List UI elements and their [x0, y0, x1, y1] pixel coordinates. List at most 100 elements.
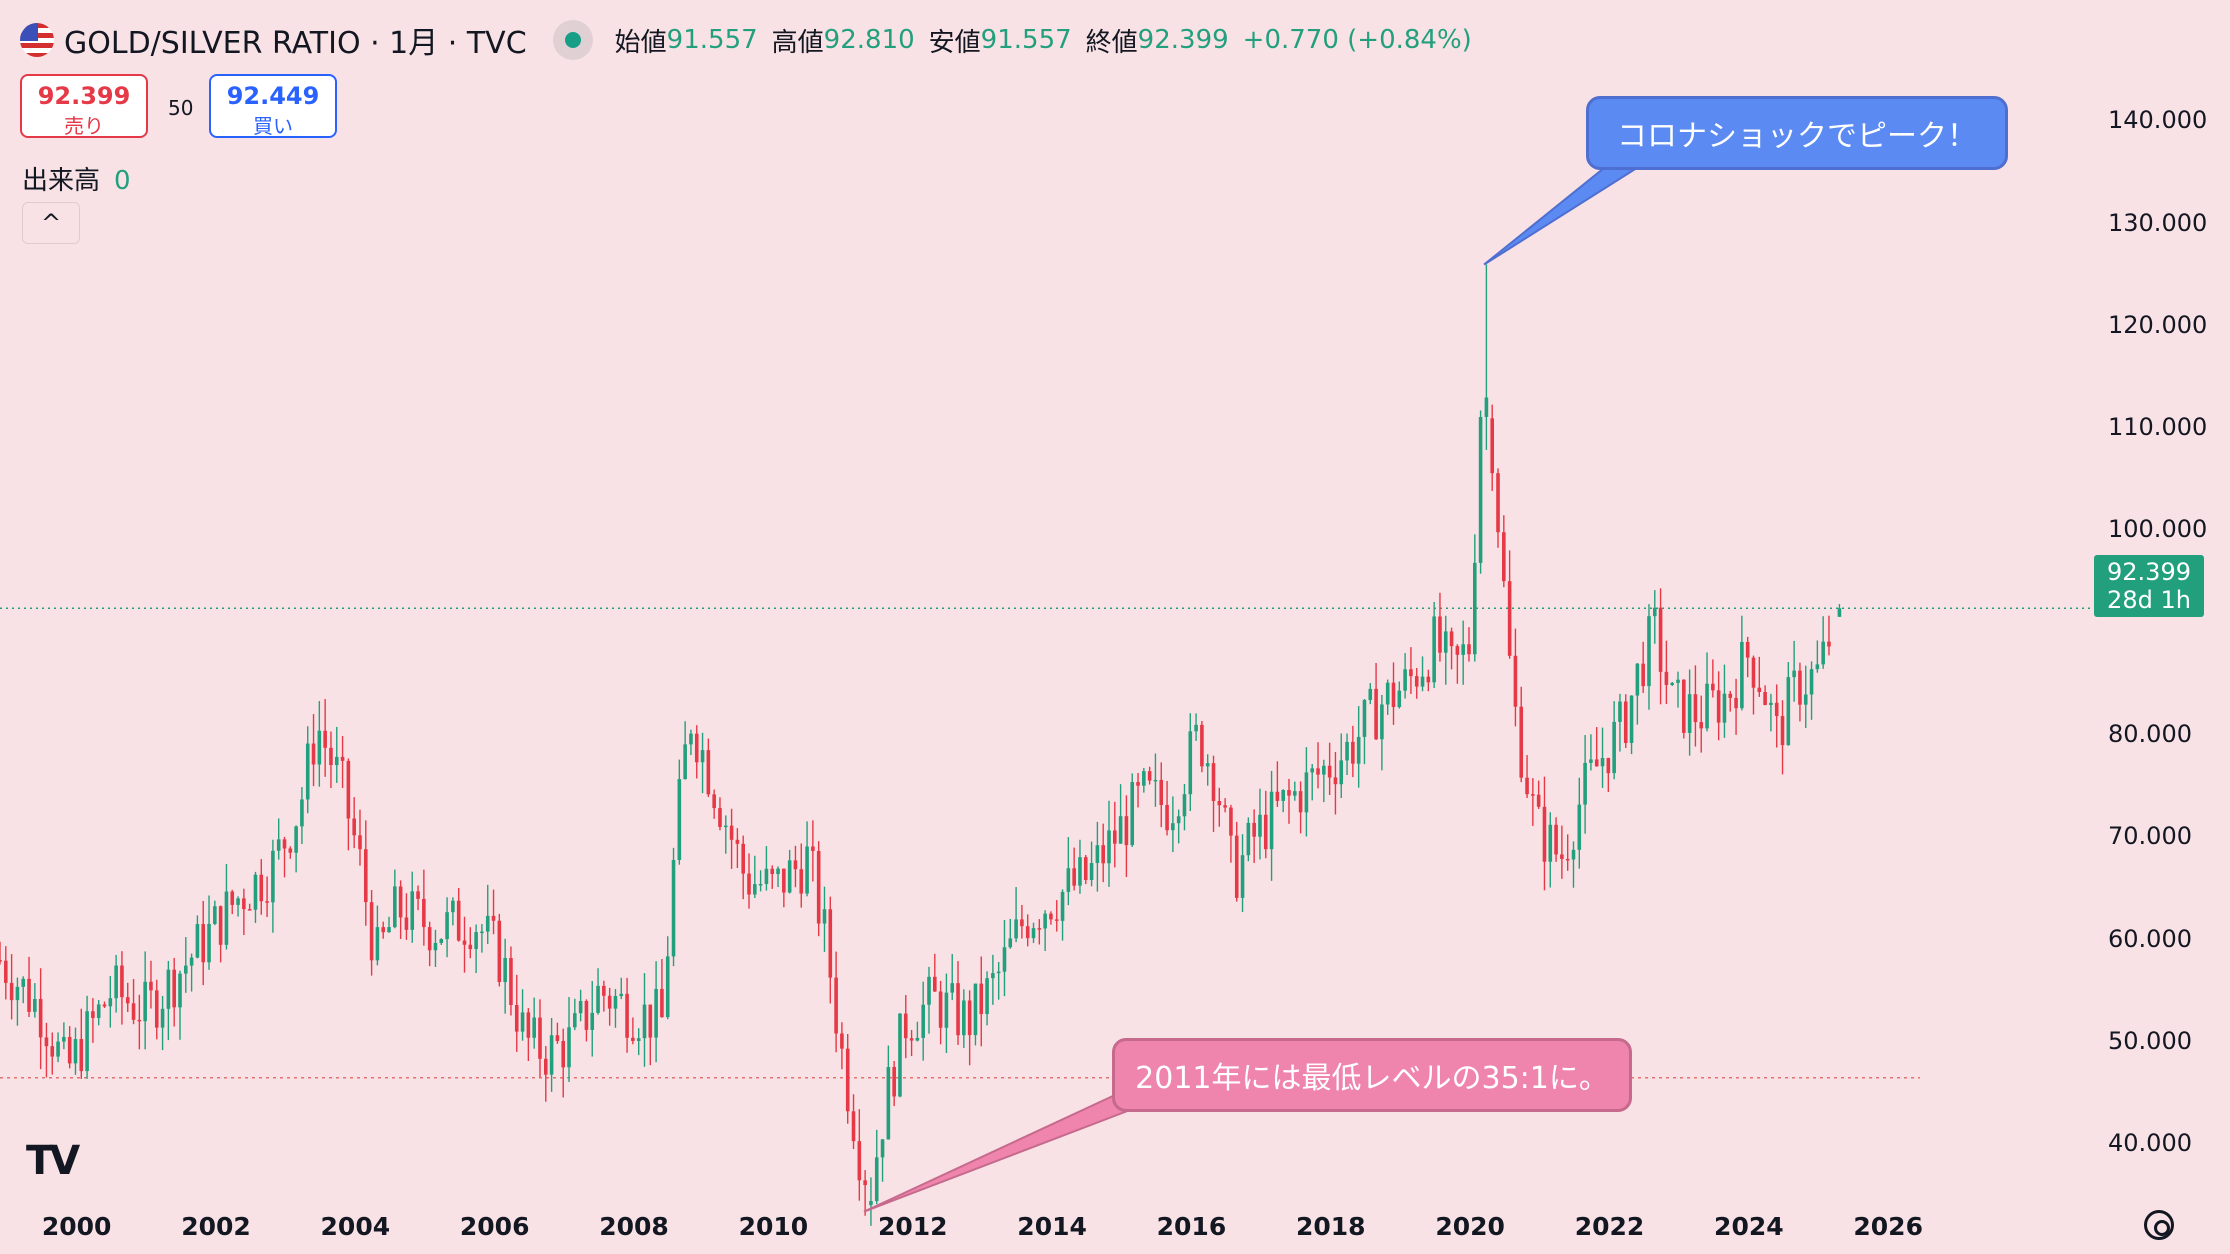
candle-body	[1635, 663, 1640, 696]
volume-indicator[interactable]: 出来高 0	[22, 160, 131, 197]
candle-body	[381, 927, 386, 933]
candle-body	[404, 917, 409, 930]
close-label: 終値	[1085, 27, 1138, 58]
candle-body	[770, 868, 775, 875]
candle-body	[1693, 694, 1698, 723]
candle-body	[1455, 646, 1460, 655]
candle-body	[1571, 849, 1576, 860]
candle-body	[1263, 814, 1268, 850]
candle-body	[1496, 473, 1500, 533]
candle-body	[189, 957, 194, 966]
candle-body	[15, 986, 20, 1001]
candle-body	[1188, 731, 1193, 795]
tradingview-logo[interactable]: TV	[26, 1138, 80, 1184]
current-price-label: 92.399 28d 1h	[2094, 555, 2204, 617]
open-label: 始値	[614, 27, 667, 58]
candle-body	[526, 1012, 531, 1038]
candle-body	[1438, 616, 1442, 653]
sell-button[interactable]: 92.399 売り	[20, 74, 148, 138]
low-annotation[interactable]: 2011年には最低レベルの35:1に。	[1112, 1038, 1632, 1112]
candle-body	[468, 944, 473, 950]
candle-body	[1449, 631, 1454, 647]
candle-body	[201, 924, 206, 963]
candle-body	[758, 884, 763, 886]
candle-body	[753, 884, 757, 895]
candle-body	[300, 799, 304, 827]
candle-body	[224, 891, 229, 945]
candle-body	[160, 1008, 165, 1028]
candle-body	[741, 843, 746, 874]
settings-gear-icon[interactable]	[2144, 1210, 2174, 1240]
candle-body	[166, 969, 171, 1009]
candle-body	[1292, 791, 1297, 796]
candle-body	[700, 750, 705, 763]
candle-body	[265, 901, 269, 903]
candle-body	[4, 960, 8, 983]
candle-body	[1809, 669, 1814, 695]
candle-body	[1095, 845, 1100, 864]
candle-body	[967, 1000, 972, 1036]
candle-body	[317, 730, 322, 765]
y-tick-label: 110.000	[2108, 413, 2208, 442]
y-tick-label: 60.000	[2108, 924, 2192, 953]
candle-body	[816, 851, 821, 924]
candle-body	[1339, 760, 1344, 785]
candle-body	[1803, 694, 1808, 705]
candle-body	[1484, 397, 1489, 417]
buy-button[interactable]: 92.449 買い	[209, 74, 337, 138]
candle-body	[427, 927, 432, 951]
candle-body	[874, 1157, 879, 1202]
candle-body	[1385, 682, 1390, 705]
candle-body	[764, 868, 769, 885]
candle-body	[915, 1037, 920, 1041]
candle-body	[543, 1058, 548, 1075]
candle-body	[631, 1037, 635, 1041]
candle-body	[1211, 763, 1216, 801]
candle-body	[1089, 863, 1094, 880]
current-price-value: 92.399	[2107, 558, 2191, 586]
candle-body	[1722, 693, 1727, 723]
candle-body	[991, 973, 995, 979]
us-flag-icon	[20, 23, 54, 57]
x-tick-label: 2018	[1295, 1212, 1366, 1241]
candle-body	[1792, 670, 1796, 678]
candle-body	[1658, 607, 1663, 672]
x-tick-label: 2012	[877, 1212, 948, 1241]
candle-body	[1728, 693, 1733, 698]
candle-body	[271, 850, 275, 903]
candle-body	[1356, 736, 1361, 764]
candle-body	[1351, 741, 1355, 764]
candle-body	[938, 991, 943, 1028]
candle-body	[665, 956, 670, 1018]
candle-body	[393, 886, 397, 928]
candle-body	[694, 733, 699, 763]
candle-body	[642, 1004, 647, 1039]
candle-body	[503, 958, 507, 983]
collapse-button[interactable]: ^	[22, 202, 80, 244]
candle-body	[1600, 757, 1605, 767]
candle-body	[323, 730, 327, 748]
candle-body	[933, 976, 937, 992]
candle-body	[1432, 616, 1436, 683]
change-value: +0.770 (+0.84%)	[1242, 25, 1472, 55]
candle-body	[1472, 562, 1477, 655]
candle-body	[1031, 928, 1036, 939]
market-status-icon[interactable]	[552, 20, 593, 60]
candle-body	[38, 998, 43, 1038]
candle-body	[294, 826, 298, 853]
candle-body	[363, 849, 368, 903]
candle-body	[636, 1038, 641, 1041]
candle-body	[1025, 926, 1030, 939]
y-tick-label: 40.000	[2108, 1129, 2192, 1158]
low-annotation-tail	[863, 1093, 1132, 1213]
candle-body	[276, 839, 281, 851]
symbol-title[interactable]: GOLD/SILVER RATIO · 1月 · TVC	[64, 26, 527, 61]
peak-annotation[interactable]: コロナショックでピーク！	[1586, 96, 2008, 170]
candle-body	[398, 886, 403, 918]
candle-body	[1618, 701, 1622, 722]
candle-body	[1246, 822, 1251, 856]
candle-body	[520, 1012, 525, 1032]
candle-body	[1414, 676, 1419, 687]
candle-body	[334, 756, 339, 766]
